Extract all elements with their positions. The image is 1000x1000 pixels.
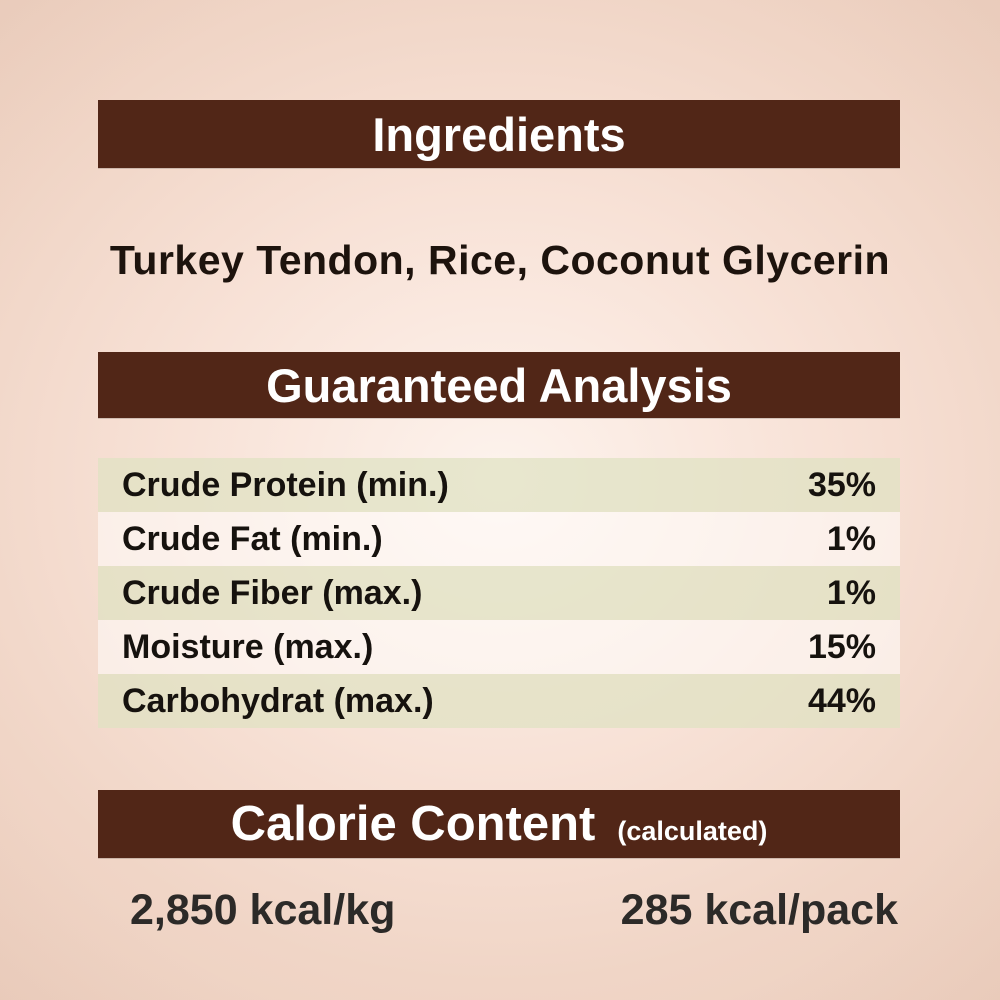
row-label: Crude Protein (min.) xyxy=(122,465,449,504)
row-value: 1% xyxy=(826,519,876,558)
calories-per-kg: 2,850 kcal/kg xyxy=(130,886,396,934)
guaranteed-analysis-title: Guaranteed Analysis xyxy=(266,358,732,412)
ingredients-list: Turkey Tendon, Rice, Coconut Glycerin xyxy=(109,237,891,283)
guaranteed-analysis-header-bar: Guaranteed Analysis xyxy=(98,352,900,418)
calorie-content-title-group: Calorie Content (calculated) xyxy=(231,796,768,852)
row-value: 35% xyxy=(807,465,876,504)
table-row: Carbohydrat (max.) 44% xyxy=(98,674,900,728)
calorie-content-subtitle: (calculated) xyxy=(617,816,768,846)
calorie-content-title: Calorie Content xyxy=(230,797,596,851)
table-row: Crude Protein (min.) 35% xyxy=(98,458,900,512)
calorie-values-row: 2,850 kcal/kg 285 kcal/pack xyxy=(0,886,1000,940)
row-label: Crude Fiber (max.) xyxy=(122,573,423,612)
row-value: 1% xyxy=(826,573,876,612)
ingredients-title: Ingredients xyxy=(372,107,626,161)
row-label: Carbohydrat (max.) xyxy=(122,681,434,720)
guaranteed-analysis-table: Crude Protein (min.) 35% Crude Fat (min.… xyxy=(98,458,900,728)
table-row: Moisture (max.) 15% xyxy=(98,620,900,674)
ingredients-header-bar: Ingredients xyxy=(98,100,900,168)
table-row: Crude Fat (min.) 1% xyxy=(98,512,900,566)
row-value: 44% xyxy=(807,681,876,720)
row-label: Moisture (max.) xyxy=(122,627,374,666)
calories-per-pack: 285 kcal/pack xyxy=(620,886,898,934)
row-value: 15% xyxy=(807,627,876,666)
calorie-content-header-bar: Calorie Content (calculated) xyxy=(98,790,900,858)
table-row: Crude Fiber (max.) 1% xyxy=(98,566,900,620)
row-label: Crude Fat (min.) xyxy=(122,519,383,558)
